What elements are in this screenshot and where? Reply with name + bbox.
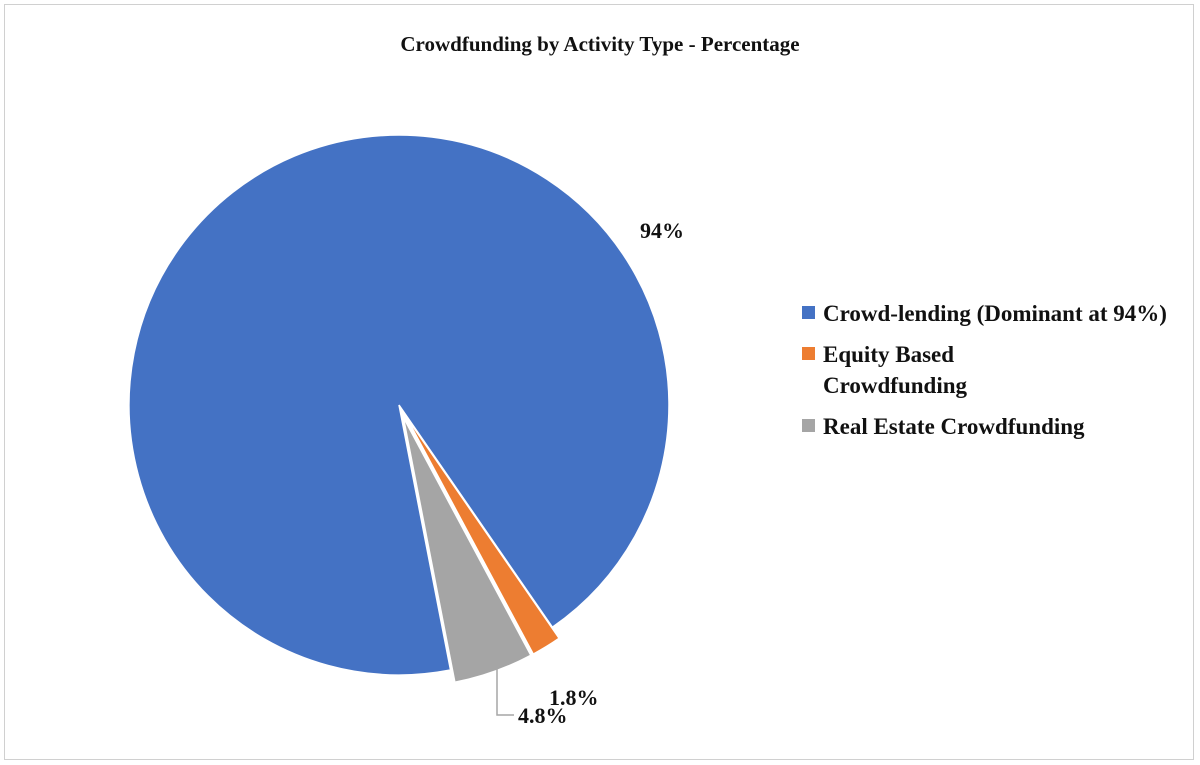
legend-item-crowd-lending: Crowd-lending (Dominant at 94%) <box>802 298 1182 329</box>
leader-line <box>496 668 514 716</box>
data-label-equity: 1.8% <box>549 685 599 710</box>
legend: Crowd-lending (Dominant at 94%) Equity B… <box>802 298 1182 452</box>
pie-slice-real-estate-crowdfunding <box>402 416 532 684</box>
data-label-crowd-lending: 94% <box>640 218 684 243</box>
legend-swatch <box>802 306 815 319</box>
pie-slice-crowd-lending-dominant-at-94 <box>128 134 670 676</box>
chart-frame <box>4 4 1194 760</box>
legend-item-real-estate: Real Estate Crowdfunding <box>802 411 1182 442</box>
legend-label: Equity Based Crowdfunding <box>823 342 968 398</box>
legend-label: Crowd-lending (Dominant at 94%) <box>823 301 1167 326</box>
legend-swatch <box>802 347 815 360</box>
chart-title: Crowdfunding by Activity Type - Percenta… <box>400 32 800 56</box>
legend-item-equity: Equity Based Crowdfunding <box>802 339 1182 401</box>
legend-swatch <box>802 419 815 432</box>
pie-slice-equity-based-crowdfunding <box>405 415 561 656</box>
legend-label: Real Estate Crowdfunding <box>823 414 1085 439</box>
data-label-real-estate: 4.8% <box>518 703 568 728</box>
